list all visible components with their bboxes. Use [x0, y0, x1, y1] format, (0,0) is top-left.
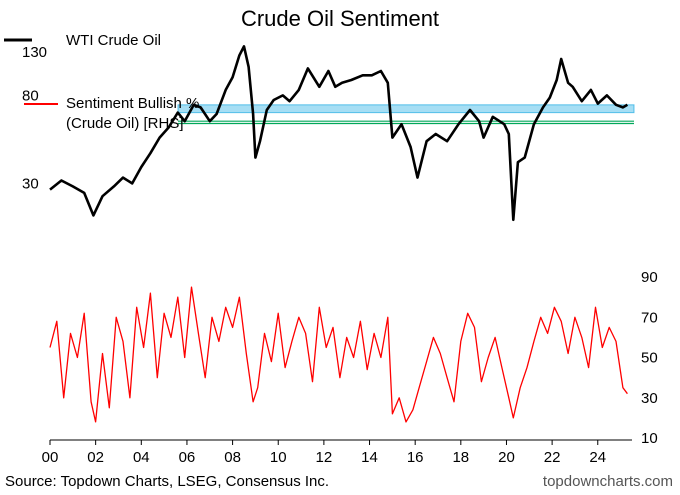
legend-label-sentiment: Sentiment Bullish % — [66, 95, 199, 112]
right-tick-label: 90 — [641, 269, 658, 286]
right-tick-label: 30 — [641, 390, 658, 407]
right-axis-ticks: 10 30 50 70 90 — [641, 269, 658, 447]
resistance-band-0 — [177, 104, 635, 114]
x-tick-label: 14 — [361, 449, 378, 466]
x-tick-label: 10 — [270, 449, 287, 466]
legend: WTI Crude Oil Sentiment Bullish % (Crude… — [4, 32, 199, 132]
left-tick-label: 130 — [22, 44, 47, 61]
x-tick-label: 04 — [133, 449, 150, 466]
x-axis-ticks: 00 02 04 06 08 10 12 14 16 18 20 22 24 — [42, 440, 606, 466]
x-tick-label: 06 — [179, 449, 196, 466]
right-tick-label: 10 — [641, 430, 658, 447]
left-tick-label: 30 — [22, 175, 39, 192]
wti-crude-oil-line — [49, 45, 629, 222]
x-tick-label: 20 — [498, 449, 515, 466]
legend-label-sentiment-2: (Crude Oil) [RHS] — [66, 115, 184, 132]
x-tick-label: 08 — [224, 449, 241, 466]
x-tick-label: 22 — [544, 449, 561, 466]
x-tick-label: 02 — [87, 449, 104, 466]
series-lines — [49, 45, 629, 423]
x-tick-label: 24 — [589, 449, 606, 466]
legend-label-wti: WTI Crude Oil — [66, 32, 161, 49]
right-tick-label: 70 — [641, 309, 658, 326]
left-tick-label: 80 — [22, 87, 39, 104]
chart-title: Crude Oil Sentiment — [241, 6, 439, 31]
x-tick-label: 12 — [316, 449, 333, 466]
x-tick-label: 18 — [452, 449, 469, 466]
sentiment-bullish-line — [49, 286, 628, 423]
source-note: Source: Topdown Charts, LSEG, Consensus … — [5, 473, 329, 490]
brand-watermark: topdowncharts.com — [543, 473, 673, 490]
reference-bands — [177, 104, 635, 125]
x-tick-label: 16 — [407, 449, 424, 466]
x-tick-label: 00 — [42, 449, 59, 466]
right-tick-label: 50 — [641, 350, 658, 367]
left-axis-ticks: 30 80 130 — [22, 44, 47, 193]
